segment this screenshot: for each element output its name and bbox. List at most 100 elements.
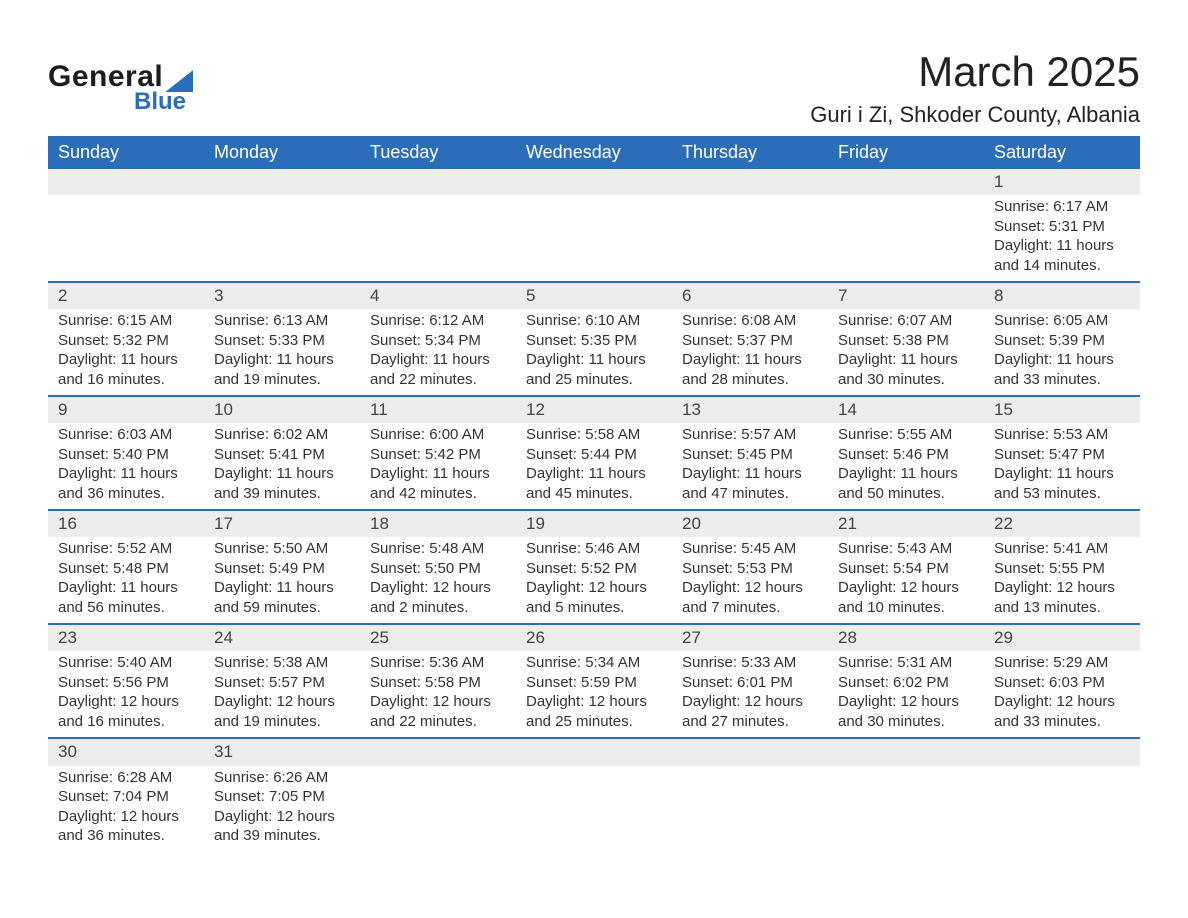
day-number-cell: 28 bbox=[828, 624, 984, 651]
weekday-header: Wednesday bbox=[516, 136, 672, 169]
sunrise-text: Sunrise: 6:15 AM bbox=[58, 311, 194, 331]
weekday-header: Thursday bbox=[672, 136, 828, 169]
sunrise-text: Sunrise: 6:10 AM bbox=[526, 311, 662, 331]
sunset-text: Sunset: 5:49 PM bbox=[214, 559, 350, 579]
day-number: 20 bbox=[682, 514, 701, 533]
day-number-cell: 25 bbox=[360, 624, 516, 651]
sunset-text: Sunset: 5:50 PM bbox=[370, 559, 506, 579]
d2-text: and 22 minutes. bbox=[370, 370, 506, 390]
day-detail-cell: Sunrise: 6:05 AMSunset: 5:39 PMDaylight:… bbox=[984, 309, 1140, 396]
day-number: 25 bbox=[370, 628, 389, 647]
location-subtitle: Guri i Zi, Shkoder County, Albania bbox=[810, 102, 1140, 128]
day-number-cell bbox=[48, 169, 204, 195]
daynum-row: 2345678 bbox=[48, 282, 1140, 309]
sunset-text: Sunset: 6:02 PM bbox=[838, 673, 974, 693]
day-number: 15 bbox=[994, 400, 1013, 419]
day-number-cell: 7 bbox=[828, 282, 984, 309]
sunrise-text: Sunrise: 5:46 AM bbox=[526, 539, 662, 559]
d1-text: Daylight: 11 hours bbox=[994, 464, 1130, 484]
day-detail-cell: Sunrise: 5:34 AMSunset: 5:59 PMDaylight:… bbox=[516, 651, 672, 738]
day-number-cell bbox=[672, 169, 828, 195]
d1-text: Daylight: 12 hours bbox=[838, 692, 974, 712]
logo-word2: Blue bbox=[134, 88, 193, 116]
day-number-cell: 19 bbox=[516, 510, 672, 537]
sunrise-text: Sunrise: 5:40 AM bbox=[58, 653, 194, 673]
sunrise-text: Sunrise: 5:38 AM bbox=[214, 653, 350, 673]
day-number-cell: 2 bbox=[48, 282, 204, 309]
sunset-text: Sunset: 5:33 PM bbox=[214, 331, 350, 351]
day-detail-cell: Sunrise: 5:57 AMSunset: 5:45 PMDaylight:… bbox=[672, 423, 828, 510]
d2-text: and 56 minutes. bbox=[58, 598, 194, 618]
d2-text: and 25 minutes. bbox=[526, 370, 662, 390]
d1-text: Daylight: 12 hours bbox=[682, 578, 818, 598]
day-number-cell: 30 bbox=[48, 738, 204, 765]
sunset-text: Sunset: 5:58 PM bbox=[370, 673, 506, 693]
sunrise-text: Sunrise: 6:08 AM bbox=[682, 311, 818, 331]
sunrise-text: Sunrise: 5:57 AM bbox=[682, 425, 818, 445]
day-detail-cell bbox=[360, 766, 516, 852]
weekday-header: Friday bbox=[828, 136, 984, 169]
calendar-head: Sunday Monday Tuesday Wednesday Thursday… bbox=[48, 136, 1140, 169]
day-number: 14 bbox=[838, 400, 857, 419]
d2-text: and 22 minutes. bbox=[370, 712, 506, 732]
daynum-row: 3031 bbox=[48, 738, 1140, 765]
day-number-cell: 22 bbox=[984, 510, 1140, 537]
d2-text: and 47 minutes. bbox=[682, 484, 818, 504]
header: General Blue March 2025 Guri i Zi, Shkod… bbox=[48, 48, 1140, 128]
day-detail-cell bbox=[360, 195, 516, 282]
day-number: 24 bbox=[214, 628, 233, 647]
sunset-text: Sunset: 5:40 PM bbox=[58, 445, 194, 465]
daynum-row: 16171819202122 bbox=[48, 510, 1140, 537]
detail-row: Sunrise: 5:40 AMSunset: 5:56 PM Daylight:… bbox=[48, 651, 1140, 738]
day-number-cell: 26 bbox=[516, 624, 672, 651]
sunrise-text: Sunrise: 5:52 AM bbox=[58, 539, 194, 559]
day-number-cell: 12 bbox=[516, 396, 672, 423]
sunrise-text: Sunrise: 5:50 AM bbox=[214, 539, 350, 559]
sunrise-text: Sunrise: 6:26 AM bbox=[214, 768, 350, 788]
sunset-text: Sunset: 5:56 PM bbox=[58, 673, 194, 693]
d2-text: and 5 minutes. bbox=[526, 598, 662, 618]
day-number: 3 bbox=[214, 286, 223, 305]
day-number: 16 bbox=[58, 514, 77, 533]
d2-text: and 16 minutes. bbox=[58, 712, 194, 732]
d2-text: and 7 minutes. bbox=[682, 598, 818, 618]
d1-text: Daylight: 11 hours bbox=[526, 464, 662, 484]
day-number: 8 bbox=[994, 286, 1003, 305]
day-number-cell bbox=[516, 169, 672, 195]
day-number: 27 bbox=[682, 628, 701, 647]
d2-text: and 19 minutes. bbox=[214, 370, 350, 390]
sunset-text: Sunset: 5:57 PM bbox=[214, 673, 350, 693]
day-number: 21 bbox=[838, 514, 857, 533]
day-number-cell: 23 bbox=[48, 624, 204, 651]
weekday-row: Sunday Monday Tuesday Wednesday Thursday… bbox=[48, 136, 1140, 169]
d2-text: and 33 minutes. bbox=[994, 370, 1130, 390]
sunset-text: Sunset: 5:52 PM bbox=[526, 559, 662, 579]
day-detail-cell: Sunrise: 5:55 AMSunset: 5:46 PMDaylight:… bbox=[828, 423, 984, 510]
sunrise-text: Sunrise: 5:45 AM bbox=[682, 539, 818, 559]
day-detail-cell: Sunrise: 5:46 AMSunset: 5:52 PMDaylight:… bbox=[516, 537, 672, 624]
sunset-text: Sunset: 5:37 PM bbox=[682, 331, 818, 351]
day-number: 19 bbox=[526, 514, 545, 533]
d1-text: Daylight: 11 hours bbox=[682, 464, 818, 484]
d1-text: Daylight: 12 hours bbox=[994, 578, 1130, 598]
day-number-cell: 27 bbox=[672, 624, 828, 651]
sunrise-text: Sunrise: 5:31 AM bbox=[838, 653, 974, 673]
d1-text: Daylight: 12 hours bbox=[994, 692, 1130, 712]
day-number: 13 bbox=[682, 400, 701, 419]
day-number: 17 bbox=[214, 514, 233, 533]
d2-text: and 14 minutes. bbox=[994, 256, 1130, 276]
day-number-cell: 1 bbox=[984, 169, 1140, 195]
sunrise-text: Sunrise: 5:53 AM bbox=[994, 425, 1130, 445]
sunrise-text: Sunrise: 6:13 AM bbox=[214, 311, 350, 331]
day-number-cell: 3 bbox=[204, 282, 360, 309]
day-number: 26 bbox=[526, 628, 545, 647]
calendar-page: General Blue March 2025 Guri i Zi, Shkod… bbox=[0, 0, 1188, 872]
d1-text: Daylight: 11 hours bbox=[994, 236, 1130, 256]
day-detail-cell bbox=[672, 766, 828, 852]
day-number-cell: 16 bbox=[48, 510, 204, 537]
sunset-text: Sunset: 7:04 PM bbox=[58, 787, 194, 807]
day-detail-cell: Sunrise: 6:12 AMSunset: 5:34 PMDaylight:… bbox=[360, 309, 516, 396]
day-detail-cell bbox=[48, 195, 204, 282]
day-number-cell: 24 bbox=[204, 624, 360, 651]
day-number: 10 bbox=[214, 400, 233, 419]
